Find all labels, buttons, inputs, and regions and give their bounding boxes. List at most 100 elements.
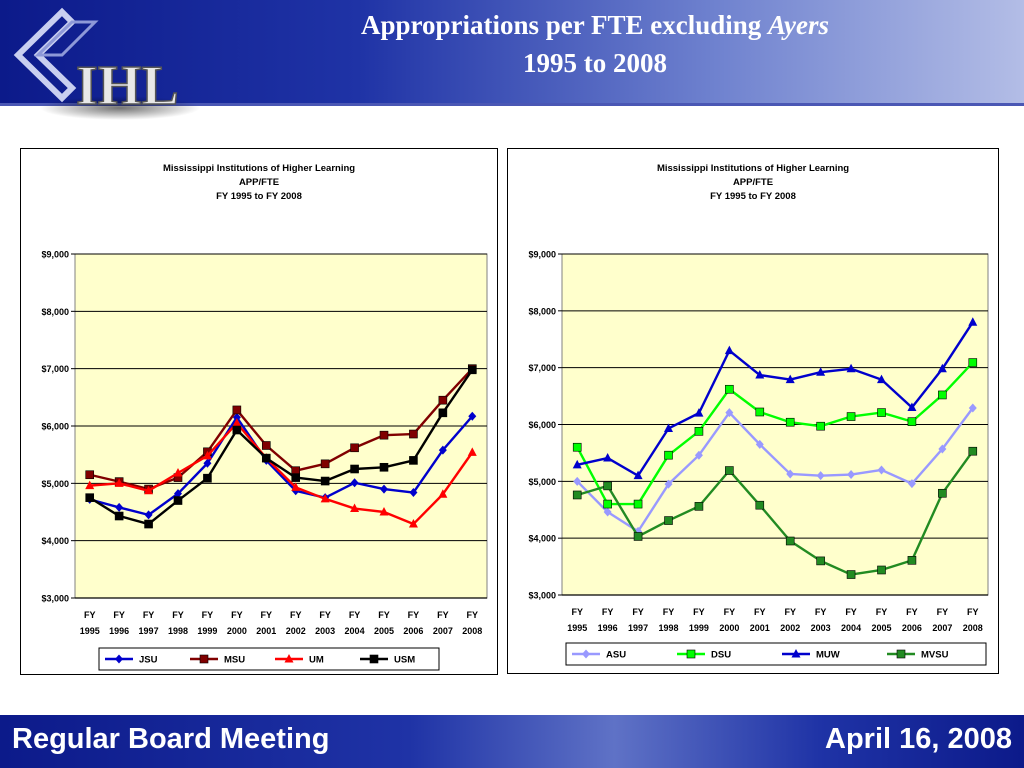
chart-title-line-1: Mississippi Institutions of Higher Learn… [163, 163, 355, 174]
series-line-um [89, 421, 474, 526]
data-point-asu [755, 439, 764, 449]
data-point-muw [724, 345, 734, 355]
data-point-mvsu [816, 556, 825, 566]
data-point-um [438, 489, 448, 498]
x-tick-label-year: 2007 [433, 626, 453, 636]
x-tick-label-prefix: FY [876, 607, 888, 617]
x-tick-label-prefix: FY [632, 607, 644, 617]
x-tick-label-prefix: FY [571, 607, 583, 617]
data-point-msu [85, 470, 95, 480]
x-tick-label-prefix: FY [437, 610, 449, 620]
data-point-muw [603, 453, 613, 462]
data-point-um [467, 447, 477, 456]
chart-title-line-1: Mississippi Institutions of Higher Learn… [657, 163, 849, 174]
x-tick-label-year: 1997 [628, 623, 648, 633]
data-point-muw [755, 370, 765, 379]
x-tick-label-prefix: FY [815, 607, 827, 617]
x-tick-label-prefix: FY [967, 607, 979, 617]
series-line-jsu [89, 415, 474, 517]
x-tick-label-year: 1995 [80, 626, 100, 636]
data-point-dsu [816, 421, 825, 431]
x-tick-label-prefix: FY [231, 610, 243, 620]
data-point-um [408, 519, 418, 528]
x-tick-label-prefix: FY [319, 610, 331, 620]
x-tick-label-year: 2008 [462, 626, 482, 636]
x-tick-label-prefix: FY [754, 607, 766, 617]
data-point-dsu [877, 408, 886, 417]
y-tick-label: $3,000 [528, 591, 556, 601]
x-tick-label-year: 1998 [658, 623, 678, 633]
data-point-jsu [380, 484, 388, 494]
x-tick-label-year: 2006 [902, 623, 922, 633]
legend: ASU DSU MUW MVSU [565, 642, 987, 666]
legend-box [565, 642, 987, 666]
data-point-usm [261, 453, 271, 463]
x-tick-label-prefix: FY [906, 607, 918, 617]
footer-banner [0, 715, 1024, 768]
data-point-mvsu [725, 466, 734, 475]
x-tick-label-prefix: FY [378, 610, 390, 620]
data-point-asu [694, 450, 703, 460]
x-tick-label-year: 2007 [932, 623, 952, 633]
data-point-muw [633, 470, 643, 480]
data-point-um [350, 503, 360, 513]
data-point-jsu [174, 489, 182, 499]
data-point-usm [409, 456, 418, 465]
y-tick-label: $9,000 [41, 250, 69, 260]
x-tick-label-year: 2002 [286, 626, 306, 636]
data-point-mvsu [572, 490, 582, 500]
x-tick-label-prefix: FY [784, 607, 796, 617]
chart-universities-right: Mississippi Institutions of Higher Learn… [507, 148, 999, 674]
data-point-dsu [938, 390, 947, 400]
legend-label-asu: ASU [606, 650, 626, 661]
data-point-mvsu [785, 536, 795, 546]
data-point-dsu [633, 499, 643, 509]
data-point-dsu [603, 499, 612, 509]
x-tick-label-year: 2004 [841, 623, 861, 633]
data-point-dsu [968, 358, 978, 367]
series-line-asu [576, 407, 974, 533]
data-point-dsu [907, 417, 917, 426]
x-tick-label-year: 2008 [963, 623, 983, 633]
title-banner [0, 0, 1024, 103]
y-tick-label: $5,000 [41, 479, 69, 489]
data-point-mvsu [907, 556, 917, 565]
data-point-jsu [115, 502, 124, 512]
x-tick-label-year: 2001 [256, 626, 276, 636]
x-tick-label-prefix: FY [845, 607, 857, 617]
x-tick-label-prefix: FY [143, 610, 155, 620]
data-point-usm [203, 473, 212, 483]
data-point-mvsu [846, 570, 856, 579]
data-point-dsu [725, 384, 734, 394]
data-point-muw [664, 423, 673, 432]
data-point-muw [694, 408, 704, 417]
legend-label-muw: MUW [816, 650, 840, 661]
series-mvsu [572, 446, 978, 579]
data-point-mvsu [603, 481, 612, 491]
chart-title-line-2: APP/FTE [239, 177, 279, 188]
data-point-asu [877, 465, 886, 475]
data-point-msu [350, 443, 359, 453]
data-point-jsu [438, 445, 447, 455]
legend-swatch-marker [896, 649, 906, 659]
x-tick-label-year: 1996 [109, 626, 129, 636]
legend-swatch-marker [582, 649, 590, 659]
y-tick-label: $6,000 [528, 420, 556, 430]
x-tick-label-prefix: FY [172, 610, 184, 620]
data-point-um [202, 450, 212, 460]
data-point-muw [937, 363, 947, 373]
chart-title-line-3: FY 1995 to FY 2008 [216, 191, 302, 202]
data-point-mvsu [664, 516, 673, 525]
y-tick-label: $3,000 [41, 594, 69, 604]
series-line-dsu [576, 361, 974, 506]
x-tick-label-prefix: FY [113, 610, 125, 620]
data-point-jsu [409, 488, 418, 498]
x-tick-label-year: 2001 [750, 623, 770, 633]
y-tick-label: $8,000 [528, 306, 556, 316]
data-point-jsu [232, 412, 241, 422]
data-point-um [85, 480, 95, 490]
chart-title-line-3: FY 1995 to FY 2008 [710, 191, 796, 202]
y-tick-label: $4,000 [41, 536, 69, 546]
data-point-um [114, 478, 124, 487]
data-point-dsu [846, 412, 856, 421]
